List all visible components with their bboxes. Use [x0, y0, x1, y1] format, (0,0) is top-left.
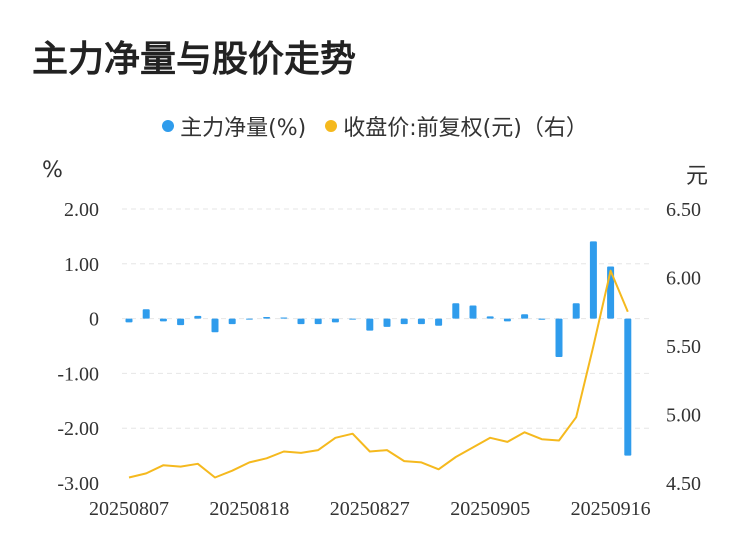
bar-net-volume — [538, 318, 546, 320]
right-axis-unit: 元 — [686, 164, 709, 189]
bar-net-volume — [589, 241, 597, 319]
bar-net-volume — [555, 318, 563, 357]
y-left-tick-label: 2.00 — [64, 199, 99, 221]
left-axis-unit: % — [42, 158, 63, 183]
bar-net-volume — [435, 318, 443, 326]
bar-net-volume — [228, 318, 236, 325]
bar-net-volume — [297, 318, 305, 325]
bar-net-volume — [469, 305, 477, 319]
bar-net-volume — [263, 316, 271, 319]
bar-net-volume — [194, 315, 202, 319]
bar-net-volume — [280, 317, 288, 319]
bar-net-volume — [572, 303, 580, 319]
chart-title: 主力净量与股价走势 — [32, 39, 357, 80]
legend: 主力净量(%) 收盘价:前复权(元)（右） — [0, 110, 750, 142]
bar-net-volume — [211, 318, 219, 333]
x-tick-label: 20250827 — [330, 498, 410, 520]
x-tick-label: 20250818 — [209, 498, 289, 520]
bar-net-volume — [366, 318, 374, 331]
bar-net-volume — [159, 318, 167, 322]
y-right-tick-label: 5.50 — [666, 336, 701, 358]
y-right-tick-label: 5.00 — [666, 405, 701, 427]
y-right-tick-label: 4.50 — [666, 473, 701, 495]
bar-net-volume — [331, 318, 339, 323]
bar-net-volume — [142, 309, 150, 319]
legend-dot-close-price — [325, 120, 338, 132]
legend-label-net-volume: 主力净量(%) — [180, 116, 307, 141]
bar-net-volume — [400, 318, 408, 325]
y-left-tick-label: 0 — [89, 309, 99, 331]
bar-net-volume — [314, 318, 322, 325]
bar-net-volume — [624, 318, 632, 456]
legend-item-close-price[interactable]: 收盘价:前复权(元)（右） — [325, 110, 588, 142]
bar-net-volume — [177, 318, 185, 326]
legend-dot-net-volume — [162, 120, 175, 132]
bar-net-volume — [383, 318, 391, 327]
y-left-tick-label: 1.00 — [64, 254, 99, 276]
y-right-tick-label: 6.50 — [666, 199, 701, 221]
y-left-tick-label: -1.00 — [57, 363, 99, 385]
bar-net-volume — [125, 318, 133, 323]
bar-net-volume — [503, 318, 511, 322]
legend-label-close-price: 收盘价:前复权(元)（右） — [343, 116, 588, 141]
y-left-tick-label: -2.00 — [57, 418, 99, 440]
x-tick-label: 20250916 — [571, 498, 651, 520]
x-tick-label: 20250905 — [450, 498, 530, 520]
y-right-tick-label: 6.00 — [666, 268, 701, 290]
legend-item-net-volume[interactable]: 主力净量(%) — [162, 110, 306, 142]
x-tick-label: 20250807 — [89, 498, 169, 520]
bar-net-volume — [349, 318, 357, 320]
y-left-tick-label: -3.00 — [57, 473, 99, 495]
line-close-price — [128, 269, 629, 479]
bar-net-volume — [521, 314, 529, 319]
bar-net-volume — [245, 318, 253, 320]
bar-net-volume — [452, 303, 460, 319]
bar-net-volume — [486, 316, 494, 319]
bar-net-volume — [417, 318, 425, 325]
